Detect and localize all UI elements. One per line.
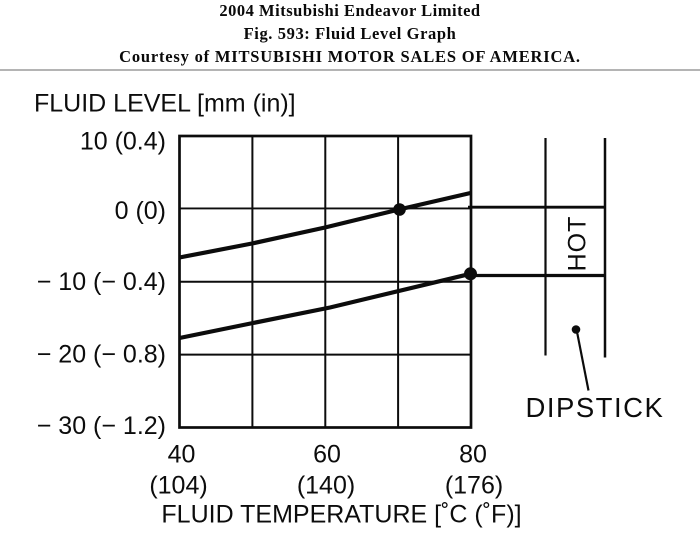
svg-text:40: 40 <box>168 441 196 469</box>
svg-text:60: 60 <box>313 441 341 469</box>
svg-text:(140): (140) <box>297 472 355 500</box>
svg-text:− 30 (− 1.2): − 30 (− 1.2) <box>37 412 166 440</box>
svg-text:HOT: HOT <box>564 216 592 272</box>
svg-text:− 20 (− 0.8): − 20 (− 0.8) <box>37 341 166 369</box>
svg-text:DIPSTICK: DIPSTICK <box>526 392 665 423</box>
svg-text:(176): (176) <box>445 472 503 500</box>
svg-text:FLUID TEMPERATURE [˚C (˚F)]: FLUID TEMPERATURE [˚C (˚F)] <box>161 501 521 529</box>
svg-text:− 10 (− 0.4): − 10 (− 0.4) <box>37 268 166 296</box>
svg-text:10 (0.4): 10 (0.4) <box>80 128 166 156</box>
svg-text:0 (0): 0 (0) <box>115 197 166 225</box>
svg-text:FLUID LEVEL [mm (in)]: FLUID LEVEL [mm (in)] <box>34 90 296 118</box>
svg-text:80: 80 <box>459 441 487 469</box>
svg-text:(104): (104) <box>149 472 207 500</box>
